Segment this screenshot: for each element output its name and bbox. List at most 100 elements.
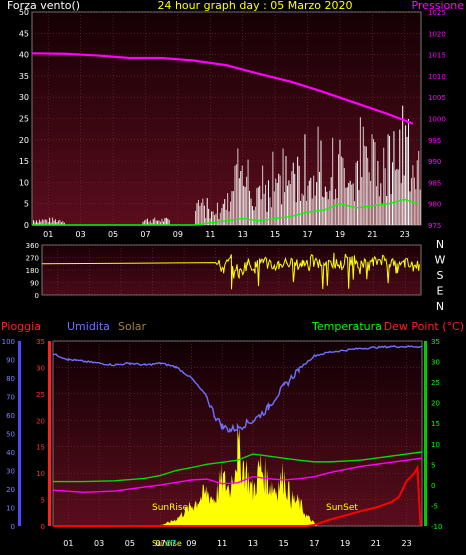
y-right-tick-label: 1005: [428, 94, 446, 102]
y-tick-label: 270: [26, 255, 39, 263]
y-right-tick-label: 995: [428, 137, 441, 145]
y-temp-tick-label: 25: [431, 379, 440, 387]
y-left-tick-label: 25: [19, 115, 29, 124]
rain-humidity-lines: [52, 344, 423, 527]
y-rain-tick-label: 20: [36, 417, 45, 425]
legend-dewpoint: Dew Point (°C): [384, 320, 464, 333]
y-left-tick-label: 20: [19, 136, 29, 145]
compass-label: N: [436, 238, 444, 251]
y-temp-tick-label: 5: [431, 461, 435, 469]
y-right-tick-label: 1010: [428, 73, 446, 81]
x-tick-label: 01: [43, 230, 53, 239]
y-humidity-tick-label: 10: [6, 505, 15, 513]
compass-label: W: [435, 254, 446, 267]
x-tick-label: 13: [238, 230, 248, 239]
y-humidity-tick-label: 50: [6, 431, 15, 439]
x-tick-label: 03: [76, 230, 86, 239]
x-tick-label: 11: [217, 539, 227, 548]
y-right-tick-label: 975: [428, 222, 441, 230]
x-tick-label: 01: [63, 539, 73, 548]
x-tick-label: 11: [205, 230, 215, 239]
legend-temperature: Temperatura: [311, 320, 382, 333]
x-tick-label: 09: [173, 230, 183, 239]
y-right-tick-label: 1015: [428, 52, 446, 60]
rain-humidity-ticks: 010203040506070809010005101520253035-10-…: [2, 338, 443, 548]
left-axis-label: Forza vento(): [7, 0, 80, 12]
y-humidity-tick-label: 20: [6, 486, 15, 494]
y-right-tick-label: 1020: [428, 30, 446, 38]
x-tick-label: 21: [367, 230, 377, 239]
compass-label: E: [437, 285, 444, 298]
y-humidity-tick-label: 60: [6, 412, 15, 420]
x-tick-label: 19: [335, 230, 345, 239]
y-left-tick-label: 10: [19, 178, 29, 187]
y-temp-tick-label: -5: [431, 502, 438, 510]
series-temperatura: [53, 451, 423, 483]
series-dew-point-c: [52, 457, 423, 493]
x-tick-label: 15: [270, 230, 280, 239]
compass-label: S: [437, 269, 444, 282]
y-left-tick-label: 0: [24, 221, 29, 230]
x-tick-label: 05: [108, 230, 118, 239]
y-humidity-tick-label: 0: [11, 523, 15, 531]
y-right-tick-label: 980: [428, 201, 441, 209]
y-temp-tick-label: 15: [431, 420, 440, 428]
x-tick-label: 07: [156, 539, 166, 548]
y-left-tick-label: 50: [19, 8, 29, 17]
annotation-sunrise-axis: Sunrise: [152, 539, 182, 548]
y-rain-tick-label: 0: [41, 523, 45, 531]
y-right-tick-label: 1025: [428, 9, 446, 17]
legend-humidity: Umidita: [67, 320, 110, 333]
y-humidity-tick-label: 100: [2, 338, 15, 346]
series-wind-direction: [41, 252, 420, 290]
temp-axis-bar: [424, 341, 427, 526]
y-right-tick-label: 985: [428, 179, 441, 187]
series-wind-average: [32, 198, 418, 226]
legend-rain: Pioggia: [1, 320, 41, 333]
right-axis-label: Pressione: [412, 0, 465, 12]
x-tick-label: 09: [186, 539, 196, 548]
y-rain-tick-label: 15: [36, 444, 45, 452]
x-tick-label: 13: [248, 539, 258, 548]
y-rain-tick-label: 35: [36, 338, 45, 346]
y-right-tick-label: 1000: [428, 116, 446, 124]
y-humidity-tick-label: 90: [6, 357, 15, 365]
x-tick-label: 23: [402, 539, 412, 548]
y-left-tick-label: 35: [19, 72, 29, 81]
wind-pressure-ticks: 0510152025303540455097598098599099510001…: [19, 8, 446, 239]
x-tick-label: 19: [340, 539, 350, 548]
y-humidity-tick-label: 30: [6, 468, 15, 476]
y-rain-tick-label: 10: [36, 470, 45, 478]
y-left-tick-label: 5: [24, 200, 29, 209]
series-pressione: [31, 52, 414, 125]
y-right-tick-label: 990: [428, 158, 441, 166]
x-tick-label: 07: [140, 230, 150, 239]
y-rain-tick-label: 25: [36, 391, 45, 399]
y-temp-tick-label: 10: [431, 441, 440, 449]
y-humidity-tick-label: 70: [6, 394, 15, 402]
x-tick-label: 17: [302, 230, 312, 239]
y-temp-tick-label: -10: [431, 523, 442, 531]
annotation-sunrise: SunRise: [152, 503, 189, 513]
y-tick-label: 180: [26, 267, 39, 275]
compass-label: N: [436, 300, 444, 313]
x-tick-label: 21: [371, 539, 381, 548]
y-rain-tick-label: 30: [36, 364, 45, 372]
x-tick-label: 23: [400, 230, 410, 239]
y-temp-tick-label: 35: [431, 338, 440, 346]
y-rain-tick-label: 5: [41, 497, 45, 505]
series-solar: [157, 424, 318, 526]
x-tick-label: 03: [94, 539, 104, 548]
series-pioggia: [53, 464, 422, 527]
y-temp-tick-label: 0: [431, 482, 435, 490]
x-tick-label: 15: [279, 539, 289, 548]
annotation-sunset: SunSet: [326, 503, 358, 513]
y-left-tick-label: 40: [19, 51, 29, 60]
y-tick-label: 0: [35, 292, 39, 300]
wind-direction-line: [41, 252, 420, 290]
y-temp-tick-label: 20: [431, 400, 440, 408]
x-tick-label: 17: [309, 539, 319, 548]
rain-humidity-grid: [53, 340, 422, 527]
